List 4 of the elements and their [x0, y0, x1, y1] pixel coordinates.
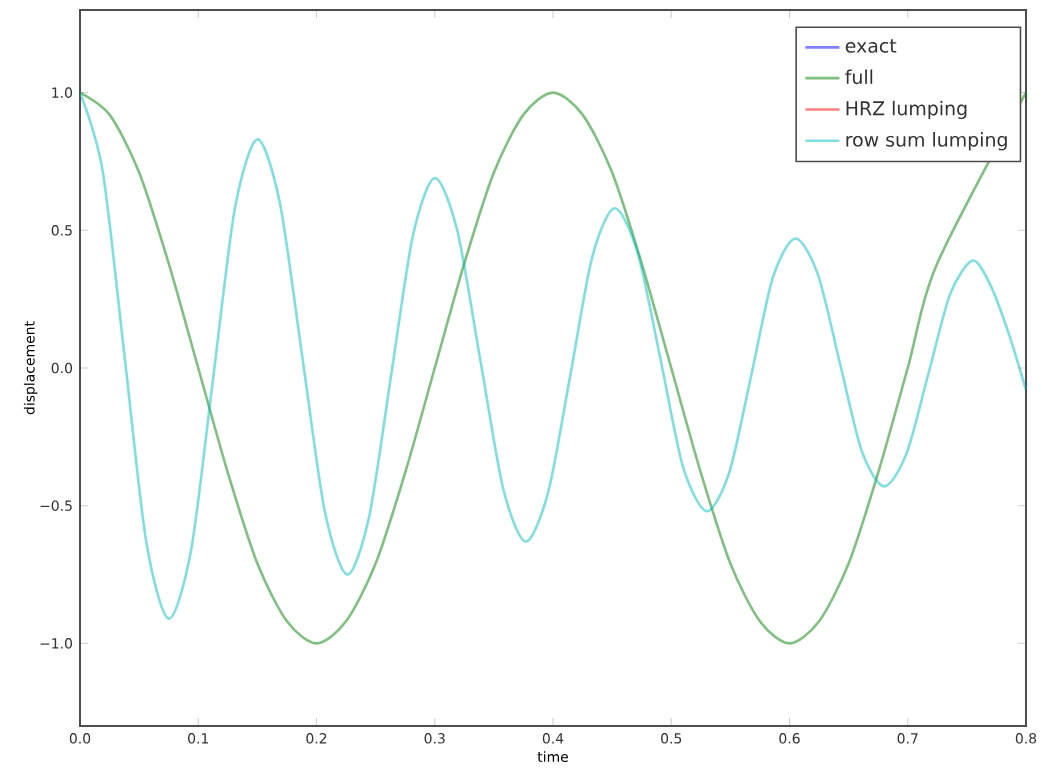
legend-label: full [845, 69, 873, 85]
legend-label: exact [845, 39, 897, 53]
legend-label: HRZ lumping [846, 100, 967, 120]
legend-label: row sum lumping [846, 132, 1007, 151]
